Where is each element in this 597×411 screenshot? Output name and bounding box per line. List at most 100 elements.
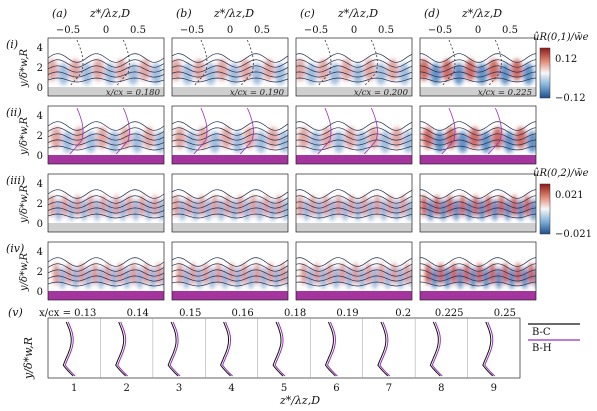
- negative-lobe: [358, 267, 366, 289]
- positive-lobe: [472, 195, 479, 217]
- wall-strip: [420, 155, 536, 164]
- negative-lobe: [72, 267, 79, 289]
- mean-profile: [317, 39, 332, 87]
- legend-label-b-c: B-C: [532, 327, 551, 338]
- velocity-isoline: [420, 207, 536, 214]
- velocity-isoline: [420, 213, 536, 219]
- positive-lobe: [61, 195, 68, 217]
- positive-lobe: [215, 263, 222, 285]
- panel-iv-d: [419, 241, 537, 301]
- panel-iv-b: [171, 241, 289, 301]
- negative-lobe: [356, 131, 368, 153]
- positive-lobe: [96, 127, 108, 149]
- negative-lobe: [136, 267, 143, 289]
- negative-lobe: [431, 267, 438, 289]
- mean-profile: [363, 39, 378, 87]
- y-tick-label: 2: [37, 199, 43, 210]
- positive-lobe: [254, 263, 261, 285]
- velocity-isoline: [296, 269, 412, 277]
- top-tick-label: −0.5: [56, 25, 80, 36]
- negative-lobe: [316, 199, 323, 221]
- positive-lobe: [368, 127, 380, 149]
- velocity-isoline: [48, 65, 164, 73]
- profile-b-c: [167, 321, 179, 377]
- negative-lobe: [310, 131, 322, 153]
- station-label: x/cx = 0.225: [478, 88, 532, 98]
- profile-b-c: [62, 321, 74, 377]
- panel-ii-d: [419, 105, 537, 165]
- profile-x-tick: 7: [386, 383, 392, 394]
- positive-lobe: [220, 127, 232, 149]
- positive-lobe: [313, 263, 320, 285]
- velocity-isoline: [48, 59, 164, 68]
- negative-lobe: [476, 63, 488, 85]
- mean-profile: [487, 107, 502, 155]
- velocity-isoline: [296, 195, 412, 204]
- velocity-isoline: [172, 275, 288, 282]
- profile-b-h: [431, 321, 443, 377]
- top-tick-label: −0.5: [304, 25, 328, 36]
- y-tick-label: 0: [37, 83, 43, 94]
- negative-lobe: [521, 267, 528, 289]
- profile-b-h: [117, 321, 129, 377]
- negative-lobe: [457, 267, 464, 289]
- wall-strip: [296, 155, 412, 164]
- panel-i-c: x/cx = 0.200: [295, 37, 413, 98]
- row-ylabel: y/δ*w,R: [19, 252, 30, 292]
- panel-frame: [47, 37, 165, 97]
- negative-lobe: [94, 199, 101, 221]
- velocity-isoline: [420, 59, 536, 68]
- column-label-b: (b): [176, 7, 192, 20]
- wall-strip: [48, 155, 164, 164]
- velocity-isoline: [296, 281, 412, 287]
- velocity-isoline: [296, 127, 412, 136]
- velocity-isoline: [296, 65, 412, 73]
- row-labels: (i)y/δ*w,R024(ii)y/δ*w,R024(iii)y/δ*w,R0…: [6, 38, 43, 298]
- panel-frame: [419, 241, 537, 301]
- negative-lobe: [371, 267, 378, 289]
- legend-label-b-h: B-H: [532, 343, 552, 354]
- negative-lobe: [162, 268, 164, 288]
- y-tick-label: 0: [37, 287, 43, 298]
- panel-iii-a: [47, 173, 165, 233]
- profile-x-tick: 1: [71, 383, 77, 394]
- mode-structures: [424, 263, 536, 289]
- velocity-isoline: [48, 263, 164, 272]
- negative-lobe: [149, 267, 156, 289]
- positive-lobe: [152, 195, 159, 217]
- mean-profile: [115, 107, 130, 155]
- negative-lobe: [132, 199, 139, 221]
- negative-lobe: [98, 267, 105, 289]
- positive-lobe: [100, 195, 107, 217]
- panel-frame: [295, 241, 413, 301]
- positive-lobe: [263, 59, 275, 81]
- colorbar-2-min: −0.021: [555, 229, 592, 240]
- panel-i-a: x/cx = 0.180: [47, 37, 165, 98]
- negative-lobe: [444, 267, 451, 289]
- velocity-isoline: [420, 139, 536, 146]
- velocity-isoline: [48, 121, 164, 131]
- positive-lobe: [335, 195, 342, 217]
- panel-i-b: x/cx = 0.190: [171, 37, 289, 98]
- positive-lobe: [488, 59, 500, 81]
- column-header-a: z*/λz,D: [89, 7, 130, 20]
- velocity-isoline: [296, 201, 412, 209]
- colorbar-1: ûR(0,1)/w̄e 0.12 −0.12: [533, 32, 589, 104]
- positive-lobe: [211, 195, 218, 217]
- profile-b-c: [272, 321, 284, 377]
- positive-lobe: [250, 195, 257, 217]
- velocity-isoline: [420, 121, 536, 131]
- negative-lobe: [251, 63, 263, 85]
- velocity-isoline: [296, 71, 412, 78]
- mean-profile: [69, 107, 84, 155]
- negative-lobe: [530, 199, 536, 221]
- profile-b-c: [115, 321, 127, 377]
- row-label: (iii): [6, 174, 25, 187]
- row-label: (i): [6, 38, 18, 51]
- wall-strip: [296, 87, 412, 96]
- panel-iv-a: [47, 241, 165, 301]
- positive-lobe: [113, 195, 120, 217]
- profile-b-h: [326, 321, 338, 377]
- profile-x-tick: 2: [123, 383, 129, 394]
- wall-strip: [172, 87, 288, 96]
